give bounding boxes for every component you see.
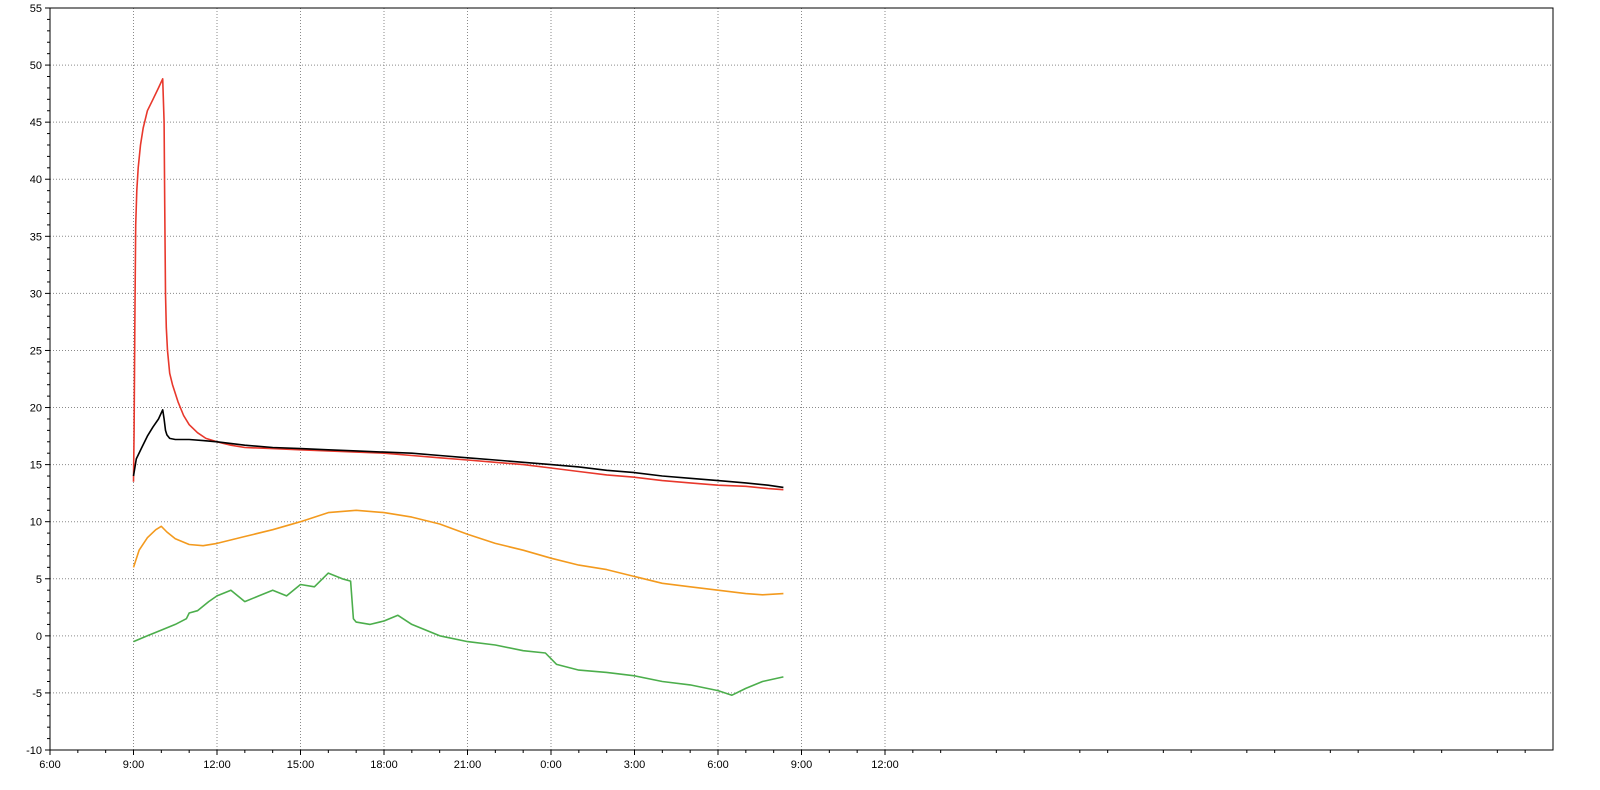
- x-tick-label: 15:00: [287, 759, 315, 771]
- series-line-1: [132, 408, 784, 489]
- x-tick-label: 12:00: [203, 759, 231, 771]
- series-line-2: [132, 509, 784, 596]
- axes: [45, 7, 1554, 755]
- y-tick-label: 50: [30, 60, 42, 72]
- x-tick-label: 12:00: [871, 759, 899, 771]
- x-tick-label: 3:00: [624, 759, 645, 771]
- x-tick-label: 9:00: [123, 759, 144, 771]
- y-tick-label: 10: [30, 517, 42, 529]
- y-tick-label: 15: [30, 460, 42, 472]
- y-tick-label: 30: [30, 288, 42, 300]
- x-tick-label: 0:00: [540, 759, 561, 771]
- y-tick-label: 5: [36, 574, 42, 586]
- y-tick-label: 45: [30, 117, 42, 129]
- y-tick-label: -5: [32, 688, 42, 700]
- x-tick-label: 9:00: [791, 759, 812, 771]
- y-tick-label: 40: [30, 174, 42, 186]
- series-line-0: [132, 78, 784, 491]
- grid: [50, 8, 1553, 750]
- x-tick-label: 21:00: [454, 759, 482, 771]
- series-lines: [132, 78, 784, 697]
- y-tick-label: 55: [30, 3, 42, 15]
- x-tick-label: 6:00: [707, 759, 728, 771]
- y-tick-label: -10: [26, 745, 42, 757]
- tick-labels: -10 -5 0 5 10 15 20 25 30 35 40 45 50 55 6:00 9:00 12:00…: [26, 3, 899, 771]
- y-tick-label: 35: [30, 231, 42, 243]
- x-tick-label: 6:00: [39, 759, 60, 771]
- series-line-3: [133, 572, 784, 697]
- y-tick-label: 0: [36, 631, 42, 643]
- x-tick-label: 18:00: [370, 759, 398, 771]
- y-tick-label: 25: [30, 345, 42, 357]
- y-tick-label: 20: [30, 403, 42, 415]
